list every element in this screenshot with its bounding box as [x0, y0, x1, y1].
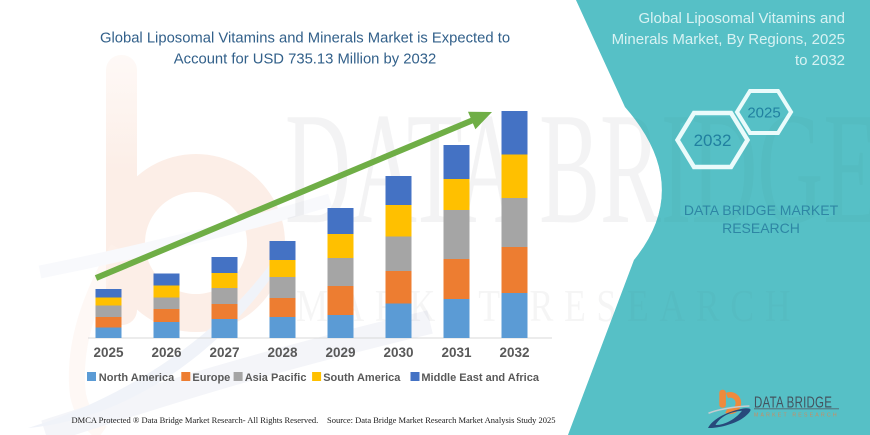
svg-text:MARKET RESEARCH: MARKET RESEARCH: [754, 413, 839, 419]
svg-text:2027: 2027: [209, 345, 239, 360]
svg-text:2031: 2031: [441, 345, 472, 360]
svg-text:Account for USD 735.13 Million: Account for USD 735.13 Million by 2032: [174, 52, 436, 68]
svg-text:DMCA Protected ® Data Bridge M: DMCA Protected ® Data Bridge Market Rese…: [72, 415, 319, 425]
svg-text:2026: 2026: [151, 345, 182, 360]
svg-text:RESEARCH: RESEARCH: [722, 220, 800, 236]
svg-text:2028: 2028: [267, 345, 298, 360]
svg-text:Minerals Market, By Regions, 2: Minerals Market, By Regions, 2025: [612, 31, 845, 48]
svg-text:Global Liposomal Vitamins and: Global Liposomal Vitamins and Minerals M…: [100, 31, 510, 47]
svg-text:2030: 2030: [383, 345, 413, 360]
svg-text:to 2032: to 2032: [795, 52, 845, 69]
svg-text:Global Liposomal Vitamins and: Global Liposomal Vitamins and: [638, 10, 845, 27]
svg-text:2032: 2032: [499, 345, 529, 360]
svg-text:2025: 2025: [747, 105, 780, 122]
svg-text:North America: North America: [99, 372, 175, 384]
svg-text:South America: South America: [323, 372, 401, 384]
svg-text:Middle East and Africa: Middle East and Africa: [421, 372, 539, 384]
svg-text:2032: 2032: [694, 131, 732, 150]
svg-text:Europe: Europe: [192, 372, 230, 384]
svg-text:DATA BRIDGE: DATA BRIDGE: [285, 81, 870, 258]
svg-text:Source: Data Bridge Market Res: Source: Data Bridge Market Research Mark…: [327, 415, 556, 425]
svg-text:MARKET RESEARCH: MARKET RESEARCH: [296, 280, 801, 331]
svg-text:Asia Pacific: Asia Pacific: [245, 372, 307, 384]
svg-text:2025: 2025: [93, 345, 124, 360]
svg-text:DATA BRIDGE MARKET: DATA BRIDGE MARKET: [684, 202, 839, 218]
svg-text:DATA BRIDGE: DATA BRIDGE: [754, 392, 832, 410]
svg-text:2029: 2029: [325, 345, 355, 360]
